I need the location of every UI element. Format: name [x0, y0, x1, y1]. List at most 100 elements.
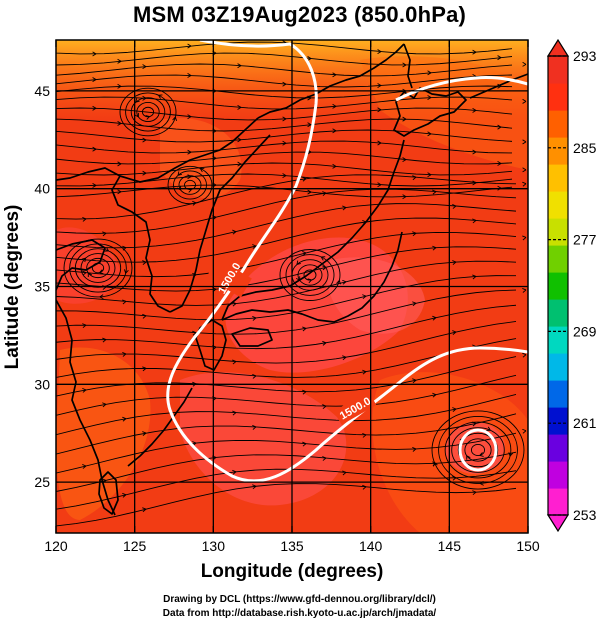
streamline — [130, 97, 166, 127]
streamline — [56, 231, 517, 278]
streamline — [80, 253, 116, 283]
streamline-arrow — [432, 392, 437, 398]
streamline-arrow — [412, 301, 417, 307]
streamline — [56, 356, 517, 402]
streamline-arrow — [237, 161, 242, 167]
streamline-arrow — [302, 441, 307, 447]
streamline-arrow — [142, 170, 147, 176]
streamline-arrow — [342, 279, 347, 285]
y-tick-label: 30 — [34, 376, 50, 392]
streamline-arrow — [522, 98, 527, 104]
coast-china-east — [56, 299, 116, 516]
streamline-arrow — [177, 171, 182, 176]
streamline — [431, 410, 525, 490]
colorbar-min-arrow — [546, 514, 570, 533]
streamline-arrow — [142, 431, 147, 436]
coast-honshu-north — [221, 139, 405, 321]
coast-shikoku — [231, 327, 273, 347]
streamline-arrow — [252, 425, 257, 430]
axis-ticks: 120 125 130 135 140 145 150 25 30 35 40 45 — [34, 40, 540, 554]
colorbar-segment — [548, 407, 568, 435]
streamline-arrow — [232, 359, 237, 365]
contour-line-west — [166, 40, 528, 483]
streamline-arrow — [142, 366, 147, 372]
streamline-arrow — [142, 260, 147, 266]
x-tick-label: 130 — [202, 538, 226, 554]
streamline-arrow — [232, 410, 237, 416]
streamline-arrow — [432, 189, 437, 195]
streamline-arrow — [92, 182, 97, 188]
streamline-arrow — [252, 484, 257, 490]
streamline-arrow — [117, 120, 122, 126]
streamline-arrow — [472, 49, 477, 55]
streamline-arrow — [432, 245, 437, 251]
colorbar-segment — [548, 326, 568, 354]
colorbar-segment — [548, 353, 568, 381]
streamline-arrow — [117, 161, 122, 167]
streamline-arrow — [472, 218, 477, 224]
streamline — [470, 443, 486, 457]
streamline — [56, 85, 513, 99]
streamline-arrow — [412, 175, 417, 181]
streamline — [56, 217, 517, 263]
streamline — [56, 174, 517, 220]
streamline — [56, 394, 517, 436]
streamline-arrow — [122, 352, 127, 357]
streamline-arrow — [522, 139, 527, 145]
streamline — [136, 102, 160, 122]
streamline-arrow — [237, 63, 242, 69]
streamline — [125, 92, 171, 132]
streamline — [56, 107, 513, 121]
streamline-arrow — [332, 163, 337, 169]
streamline — [464, 438, 492, 462]
streamline-arrow — [332, 72, 337, 78]
contour-closed-low — [458, 428, 498, 472]
streamline-arrow — [135, 98, 140, 103]
streamline-arrow — [362, 484, 367, 490]
streamline-arrow — [122, 492, 127, 498]
streamline — [119, 87, 177, 137]
streamline — [297, 264, 323, 286]
colorbar-label: 253 — [573, 507, 597, 523]
streamline — [178, 175, 202, 195]
streamline-arrow — [322, 456, 327, 461]
streamline-arrow — [142, 313, 147, 319]
streamline-arrow — [82, 464, 87, 469]
streamline-arrow — [452, 407, 457, 412]
streamline-arrow — [332, 128, 337, 134]
streamline-arrow — [82, 387, 87, 393]
streamline-arrow — [412, 447, 417, 452]
streamline-arrow — [123, 269, 129, 274]
streamline-arrow — [307, 278, 312, 284]
streamline-arrow — [522, 235, 527, 241]
streamline — [451, 427, 505, 473]
streamline-arrow — [377, 140, 382, 146]
streamline-arrow — [92, 146, 97, 152]
streamline-arrow — [402, 62, 407, 68]
streamline-arrow — [192, 330, 197, 336]
coast-liaodong-korea-west — [111, 175, 171, 313]
streamline-arrow — [522, 181, 527, 187]
streamline-arrow — [172, 116, 178, 122]
coast-honshu-south — [221, 231, 403, 323]
streamline — [141, 106, 155, 118]
coast-sakhalin — [403, 43, 413, 89]
streamline-arrow — [452, 204, 457, 209]
streamline-arrow — [342, 355, 347, 361]
streamline-arrow — [92, 51, 97, 57]
streamline — [279, 249, 341, 301]
streamline-arrow — [472, 490, 477, 496]
streamline-arrow — [122, 416, 127, 422]
streamline-arrow — [402, 116, 407, 122]
x-axis-title: Longitude (degrees) — [201, 561, 384, 582]
streamline-arrow — [320, 256, 326, 261]
streamline-arrow — [377, 182, 382, 188]
streamline-arrow — [362, 369, 367, 375]
x-tick-label: 145 — [438, 538, 462, 554]
colorbar-segment — [548, 56, 568, 84]
colorbar-segment — [548, 218, 568, 246]
streamline — [303, 269, 317, 281]
streamline — [56, 173, 513, 187]
streamline-arrow — [522, 352, 527, 358]
streamline-arrow — [187, 114, 192, 120]
